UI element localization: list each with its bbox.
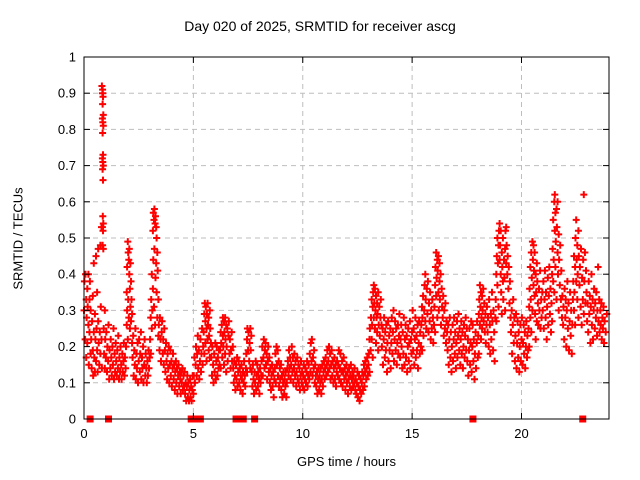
y-tick-label: 0.5 [58,231,76,246]
scatter-points [80,82,611,405]
y-tick-label: 1 [69,50,76,65]
x-tick-label: 0 [80,426,87,441]
y-tick-label: 0.7 [58,158,76,173]
x-axis-title: GPS time / hours [297,454,396,469]
chart-title: Day 020 of 2025, SRMTID for receiver asc… [184,18,456,34]
y-tick-label: 0 [69,412,76,427]
y-tick-label: 0.3 [58,303,76,318]
y-tick-label: 0.2 [58,339,76,354]
y-tick-label: 0.4 [58,267,76,282]
x-tick-label: 15 [405,426,419,441]
x-tick-label: 5 [190,426,197,441]
y-tick-label: 0.8 [58,122,76,137]
y-tick-label: 0.9 [58,86,76,101]
x-tick-label: 10 [296,426,310,441]
y-tick-label: 0.1 [58,375,76,390]
x-tick-label: 20 [514,426,528,441]
y-axis-title: SRMTID / TECUs [10,187,26,290]
y-tick-label: 0.6 [58,194,76,209]
